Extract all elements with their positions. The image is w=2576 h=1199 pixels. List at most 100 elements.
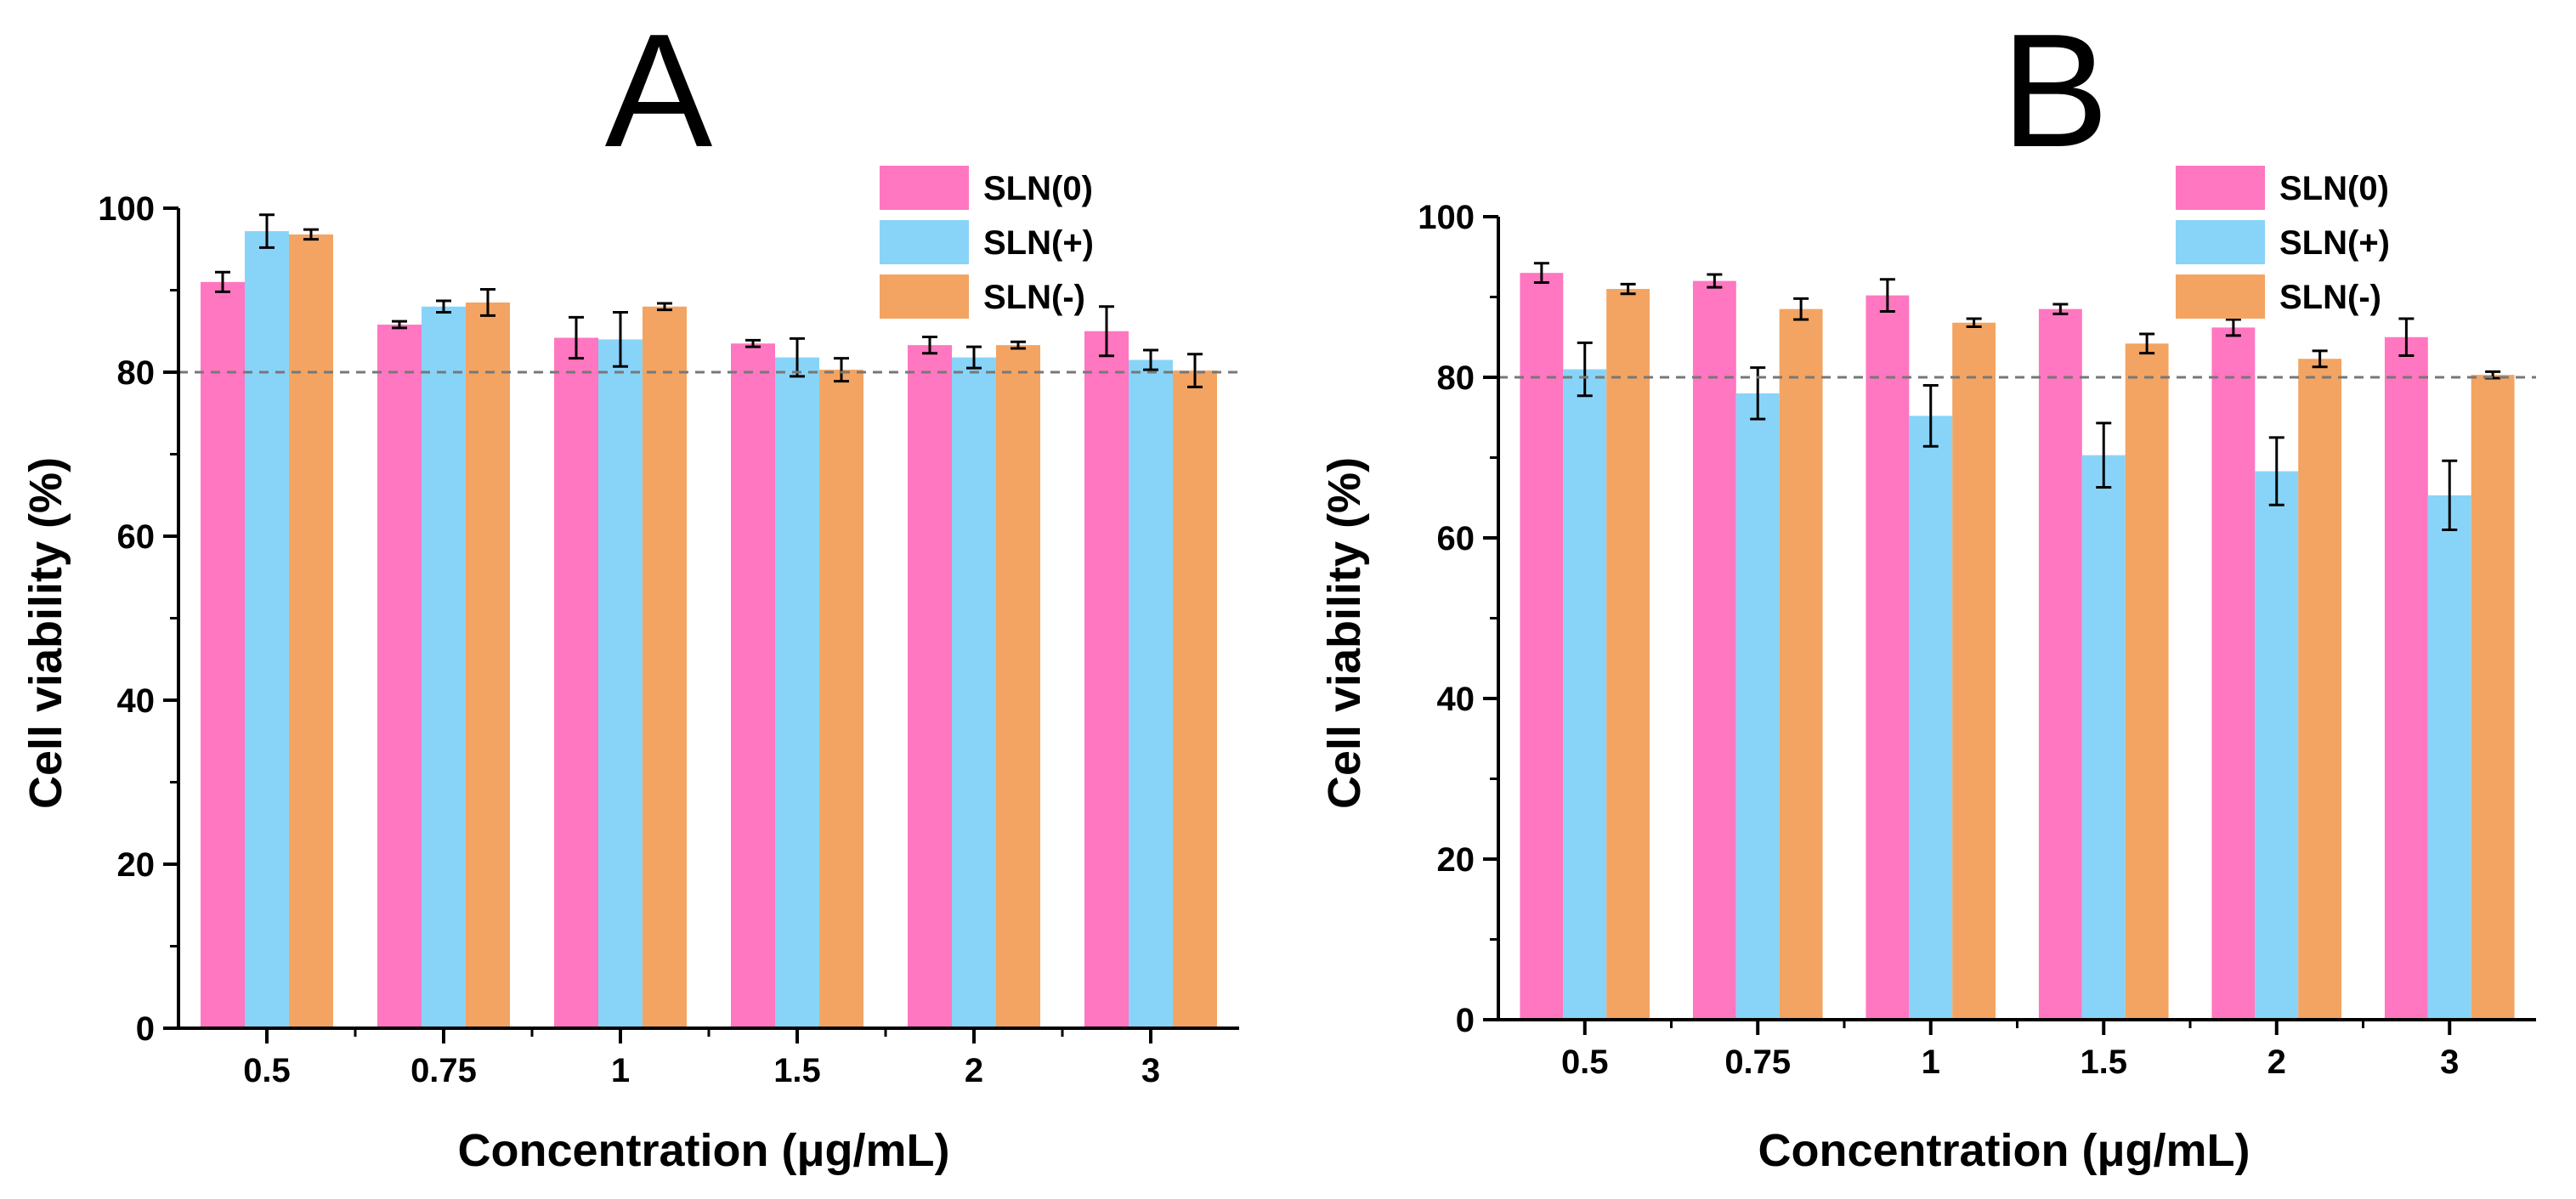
panel-b-legend-label-SLN(-): SLN(-) — [2279, 279, 2381, 316]
panel-b-bar-SLN(+)-3 — [2427, 495, 2471, 1020]
panel-a-y-tick-label-60: 60 — [117, 518, 156, 556]
panel-b-legend-label-SLN(0): SLN(0) — [2279, 170, 2389, 207]
panel-b-title: B — [2001, 1, 2109, 181]
panel-b-bar-SLN(+)-2 — [2255, 471, 2299, 1020]
panel-a-bar-SLN(+)-1 — [598, 339, 643, 1028]
panel-b-y-tick-label-0: 0 — [1456, 1002, 1475, 1039]
panel-a-error-bar-SLN(-)-0.5 — [303, 228, 319, 241]
panel-a-bar-SLN(0)-1.5 — [731, 343, 775, 1029]
panel-a-bar-SLN(0)-0.75 — [377, 325, 422, 1028]
panel-a-error-bar-SLN(0)-3 — [1099, 305, 1114, 358]
panel-a-bar-SLN(+)-0.75 — [422, 306, 466, 1028]
panel-a-bar-SLN(-)-2 — [996, 345, 1040, 1028]
panel-b-bar-SLN(0)-1 — [1865, 295, 1910, 1020]
panel-a-legend-swatch-SLN(0) — [880, 166, 969, 210]
panel-b-error-bar-SLN(+)-1 — [1922, 383, 1939, 448]
panel-b-error-bar-SLN(0)-0.75 — [1707, 273, 1723, 289]
panel-a-y-axis-label: Cell viability (%) — [20, 457, 71, 809]
panel-b-bar-SLN(-)-0.75 — [1779, 308, 1823, 1020]
panel-a-error-bar-SLN(+)-0.5 — [259, 213, 275, 249]
panel-b-error-bar-SLN(+)-1.5 — [2096, 421, 2112, 489]
panel-a-error-bar-SLN(-)-0.75 — [480, 288, 495, 317]
panel-b-x-tick-label-1: 1 — [1922, 1043, 1940, 1081]
panel-b-legend: SLN(0) SLN(+) SLN(-) — [2176, 166, 2390, 319]
panel-a-legend: SLN(0) SLN(+) SLN(-) — [880, 166, 1094, 319]
panel-b-y-tick-label-60: 60 — [1437, 520, 1475, 557]
panel-b-error-bar-SLN(-)-1.5 — [2139, 332, 2155, 355]
panel-b-y-tick-label-80: 80 — [1437, 359, 1475, 397]
panel-a-x-tick-label-3: 3 — [1141, 1052, 1160, 1089]
panel-a: A 0 20 40 60 80 100 0.5 0.75 1 1.5 2 3 Concentratio… — [20, 1, 1239, 1176]
panel-a-bar-SLN(+)-1.5 — [775, 357, 819, 1028]
panel-a-title: A — [605, 1, 713, 181]
panel-b-bar-SLN(-)-0.5 — [1606, 289, 1650, 1020]
panel-b-bar-SLN(+)-1 — [1909, 416, 1953, 1020]
panel-b-error-bar-SLN(0)-1 — [1879, 278, 1895, 314]
panel-b-error-bar-SLN(0)-3 — [2398, 317, 2415, 357]
panel-b-error-bar-SLN(0)-1.5 — [2052, 303, 2069, 315]
panel-b-bar-SLN(-)-1.5 — [2125, 343, 2169, 1020]
panel-a-x-tick-label-2: 2 — [965, 1052, 983, 1089]
panel-b-legend-swatch-SLN(0) — [2176, 166, 2265, 210]
panel-b-bar-SLN(0)-3 — [2384, 337, 2428, 1020]
panel-b-error-bar-SLN(0)-2 — [2225, 318, 2241, 337]
panel-b-legend-swatch-SLN(+) — [2176, 220, 2265, 264]
panel-b-error-bar-SLN(-)-0.75 — [1793, 297, 1809, 321]
panel-a-bar-SLN(+)-0.5 — [245, 231, 289, 1028]
panel-b-plot: 0 20 40 60 80 100 0.5 0.75 1 1.5 2 3 — [1418, 199, 2536, 1081]
panel-a-y-tick-label-0: 0 — [136, 1010, 155, 1048]
panel-b-bar-SLN(0)-0.5 — [1520, 273, 1564, 1020]
panel-a-legend-label-SLN(-): SLN(-) — [983, 279, 1085, 316]
panel-b-error-bar-SLN(-)-2 — [2312, 349, 2328, 369]
panel-a-bar-SLN(-)-0.5 — [289, 234, 333, 1028]
panel-a-error-bar-SLN(-)-2 — [1011, 340, 1026, 350]
panel-b-bar-SLN(+)-1.5 — [2081, 455, 2126, 1020]
panel-a-legend-label-SLN(+): SLN(+) — [983, 224, 1094, 262]
panel-a-bar-SLN(+)-2 — [952, 357, 996, 1028]
panel-a-error-bar-SLN(+)-0.75 — [436, 299, 451, 314]
panel-a-error-bar-SLN(0)-0.5 — [215, 270, 230, 293]
panel-b-x-tick-label-3: 3 — [2440, 1043, 2459, 1081]
panel-a-bar-SLN(+)-3 — [1129, 359, 1173, 1028]
panel-b-y-tick-label-100: 100 — [1418, 199, 1475, 236]
panel-a-x-tick-label-0.5: 0.5 — [243, 1052, 291, 1089]
panel-a-x-tick-label-0.75: 0.75 — [410, 1052, 477, 1089]
panel-a-x-tick-label-1: 1 — [611, 1052, 630, 1089]
panel-a-bar-SLN(-)-1 — [643, 306, 687, 1028]
panel-a-error-bar-SLN(-)-1.5 — [834, 357, 849, 383]
panel-a-error-bar-SLN(+)-3 — [1143, 348, 1158, 371]
panel-b-bar-SLN(-)-2 — [2298, 359, 2342, 1020]
panel-a-error-bar-SLN(+)-2 — [966, 345, 982, 370]
panel-a-y-tick-label-20: 20 — [117, 846, 156, 884]
panel-b-x-tick-label-0.5: 0.5 — [1561, 1043, 1609, 1081]
panel-a-bar-SLN(0)-2 — [908, 345, 952, 1028]
panel-a-x-axis-label: Concentration (μg/mL) — [458, 1125, 950, 1176]
panel-b-legend-label-SLN(+): SLN(+) — [2279, 224, 2390, 262]
panel-b-bar-SLN(0)-2 — [2211, 327, 2256, 1020]
panel-b-bar-SLN(+)-0.5 — [1563, 369, 1607, 1020]
panel-a-x-tick-label-1.5: 1.5 — [773, 1052, 821, 1089]
panel-b-error-bar-SLN(-)-1 — [1966, 317, 1982, 328]
panel-a-y-tick-label-80: 80 — [117, 354, 156, 392]
panel-b-y-tick-label-20: 20 — [1437, 841, 1475, 879]
panel-a-error-bar-SLN(0)-1.5 — [745, 338, 761, 348]
panel-a-bar-SLN(-)-3 — [1173, 370, 1217, 1028]
panel-a-error-bar-SLN(0)-1 — [569, 315, 584, 360]
panel-a-legend-label-SLN(0): SLN(0) — [983, 170, 1093, 207]
panel-a-bar-SLN(-)-0.75 — [466, 302, 510, 1029]
panel-b-error-bar-SLN(+)-0.5 — [1577, 341, 1593, 398]
panel-a-error-bar-SLN(0)-2 — [922, 336, 937, 355]
panel-a-bar-SLN(0)-0.5 — [201, 281, 245, 1029]
panel-b: B 0 20 40 60 80 100 0.5 0.75 1 1.5 2 3 Concentratio… — [1319, 1, 2536, 1176]
panel-a-legend-swatch-SLN(+) — [880, 220, 969, 264]
panel-a-bar-SLN(0)-3 — [1084, 331, 1129, 1028]
panel-a-y-tick-label-100: 100 — [98, 190, 155, 228]
panel-a-error-bar-SLN(-)-1 — [657, 302, 672, 312]
panel-a-error-bar-SLN(-)-3 — [1187, 353, 1203, 388]
panel-b-x-tick-label-2: 2 — [2267, 1043, 2286, 1081]
panel-b-bar-SLN(0)-0.75 — [1692, 280, 1736, 1021]
panel-b-error-bar-SLN(-)-0.5 — [1620, 282, 1636, 296]
panel-a-error-bar-SLN(+)-1 — [613, 311, 628, 368]
panel-a-legend-swatch-SLN(-) — [880, 274, 969, 319]
panel-b-y-tick-label-40: 40 — [1437, 681, 1475, 718]
